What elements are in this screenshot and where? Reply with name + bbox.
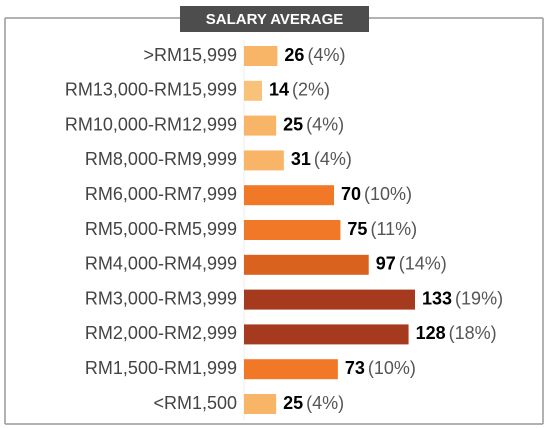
percent-label: (19%) (455, 288, 503, 308)
bar (244, 46, 278, 66)
category-label: RM6,000-RM7,999 (85, 184, 237, 204)
percent-label: (10%) (368, 358, 416, 378)
percent-label: (4%) (307, 45, 345, 65)
value-label: 97 (376, 254, 396, 274)
percent-label: (11%) (370, 219, 417, 239)
category-label: <RM1,500 (153, 393, 237, 413)
bar (244, 220, 341, 240)
category-label: RM3,000-RM3,999 (85, 288, 237, 308)
bar (244, 254, 369, 275)
bar (244, 324, 409, 345)
value-label: 133 (422, 288, 452, 308)
value-label: 25 (283, 393, 303, 413)
category-label: RM13,000-RM15,999 (65, 80, 237, 100)
percent-label: (4%) (306, 393, 344, 413)
value-label: 25 (283, 114, 303, 134)
value-label: 73 (345, 358, 365, 378)
value-label: 70 (341, 184, 361, 204)
bar (244, 115, 277, 136)
category-label: >RM15,999 (143, 45, 237, 65)
bar (244, 359, 338, 380)
bar (244, 185, 334, 206)
bar (244, 394, 277, 414)
bar (244, 80, 262, 101)
category-label: RM2,000-RM2,999 (85, 323, 237, 343)
title-tab (180, 6, 369, 32)
value-label: 14 (269, 80, 289, 100)
category-label: RM8,000-RM9,999 (85, 149, 237, 169)
chart-title: SALARY AVERAGE (206, 11, 344, 28)
percent-label: (4%) (314, 149, 352, 169)
category-label: RM1,500-RM1,999 (85, 358, 237, 378)
percent-label: (18%) (449, 323, 497, 343)
percent-label: (10%) (364, 184, 412, 204)
percent-label: (14%) (399, 254, 447, 274)
value-label: 26 (284, 45, 304, 65)
bar (244, 150, 284, 171)
category-label: RM5,000-RM5,999 (85, 219, 237, 239)
category-label: RM10,000-RM12,999 (65, 114, 237, 134)
percent-label: (4%) (306, 114, 344, 134)
value-label: 75 (347, 219, 367, 239)
percent-label: (2%) (292, 80, 330, 100)
category-label: RM4,000-RM4,999 (85, 254, 237, 274)
value-label: 128 (416, 323, 446, 343)
value-label: 31 (291, 149, 311, 169)
bar (244, 289, 415, 310)
